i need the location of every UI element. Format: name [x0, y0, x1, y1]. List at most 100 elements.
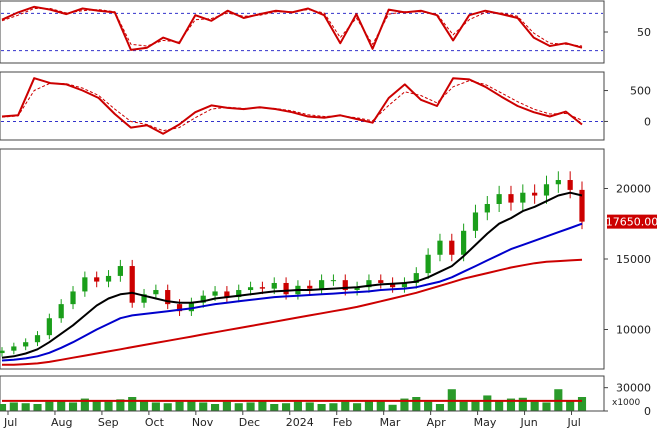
x-axis-tick-label: Jun [520, 416, 538, 429]
volume-bar [0, 404, 7, 411]
candle-body [378, 280, 384, 283]
candle-body [165, 290, 171, 305]
candle-body [390, 282, 396, 288]
price-tick-label: 20000 [616, 182, 651, 195]
volume-bar [530, 401, 539, 411]
volume-unit-label: x1000 [612, 398, 641, 408]
volume-bar [483, 395, 492, 411]
volume-bar [116, 399, 125, 411]
x-axis-tick-label: Feb [333, 416, 352, 429]
candle-body [555, 180, 561, 185]
macd-panel-frame [0, 71, 605, 141]
volume-bar [33, 404, 42, 411]
price-tick-label: 15000 [616, 253, 651, 266]
stochastic-panel: 50 [1, 5, 651, 52]
volume-bar [234, 403, 243, 411]
volume-bar [45, 401, 54, 411]
candle-body [461, 230, 467, 255]
candle-body [484, 204, 490, 213]
volume-bar [222, 401, 231, 411]
volume-bar [9, 402, 18, 411]
candle-body [472, 212, 479, 231]
volume-bar [353, 403, 362, 411]
volume-bar [495, 400, 504, 411]
volume-bar [175, 401, 184, 411]
volume-bar [246, 402, 255, 411]
volume-bar [57, 400, 66, 411]
volume-bar [424, 401, 433, 411]
volume-bar [518, 397, 527, 411]
candle-body [259, 287, 266, 289]
candle-body [188, 302, 194, 312]
x-axis-tick-label: May [474, 416, 497, 429]
candle-body [247, 287, 254, 291]
candle-body [58, 304, 64, 319]
volume-bar [128, 397, 137, 411]
volume-bar [329, 403, 338, 411]
candle-body [23, 342, 29, 347]
x-axis-tick-label: Sep [98, 416, 119, 429]
candle-body [508, 194, 514, 203]
candle-body [532, 192, 538, 196]
volume-bar [376, 400, 385, 411]
candle-body [425, 254, 431, 274]
volume-bar [187, 400, 196, 411]
candle-body [342, 280, 348, 291]
volume-bar [293, 401, 302, 411]
volume-bar [282, 403, 291, 411]
candle-body [449, 240, 455, 255]
candle-body [200, 295, 206, 303]
candle-body [401, 282, 408, 288]
candle-body [11, 346, 17, 351]
candle-body [129, 266, 135, 303]
candle-body [153, 290, 159, 295]
volume-bar [577, 397, 587, 411]
volume-bar [471, 400, 480, 411]
candle-body [579, 189, 585, 222]
candle-body [212, 291, 218, 296]
volume-bar [412, 397, 421, 411]
volume-bar [506, 398, 516, 411]
stochastic-tick-label: 50 [637, 26, 651, 39]
x-axis-tick-label: Nov [192, 416, 214, 429]
candle-body [236, 290, 242, 298]
x-axis-tick-label: Oct [145, 416, 165, 429]
candle-body [283, 282, 289, 295]
volume-bar [199, 402, 208, 411]
volume-bar [104, 401, 113, 411]
volume-bar [305, 402, 314, 411]
macd-tick-label: 500 [630, 85, 651, 98]
volume-bar [258, 400, 267, 411]
candle-body [82, 277, 88, 292]
volume-bar [566, 400, 575, 411]
volume-bar [435, 404, 445, 411]
candle-body [543, 184, 550, 196]
macd-tick-label: 0 [644, 115, 651, 128]
volume-bar [80, 398, 89, 411]
volume-bar [542, 402, 551, 411]
price-tick-label: 10000 [616, 324, 651, 337]
candle-body [307, 285, 313, 289]
candle-body [330, 280, 337, 282]
volume-bar [68, 402, 78, 411]
x-axis-tick-label: Apr [427, 416, 447, 429]
candle-body [366, 280, 372, 288]
x-axis-tick-label: Jul [3, 416, 17, 429]
volume-bar [21, 403, 30, 411]
volume-bar [400, 398, 409, 411]
moving-average-short-line [1, 191, 583, 359]
stochastic-d-line [1, 8, 583, 47]
candle-body [567, 180, 573, 190]
candle-body [318, 280, 325, 289]
moving-average-medium-line [1, 222, 583, 362]
last-price-label: 17650.00 [606, 216, 658, 229]
x-axis-tick-label: Mar [380, 416, 401, 429]
moving-average-long-line [2, 258, 583, 366]
volume-bar [388, 404, 397, 411]
candle-body [34, 335, 41, 343]
x-axis-tick-label: 2024 [286, 416, 314, 429]
volume-bar [341, 401, 350, 411]
